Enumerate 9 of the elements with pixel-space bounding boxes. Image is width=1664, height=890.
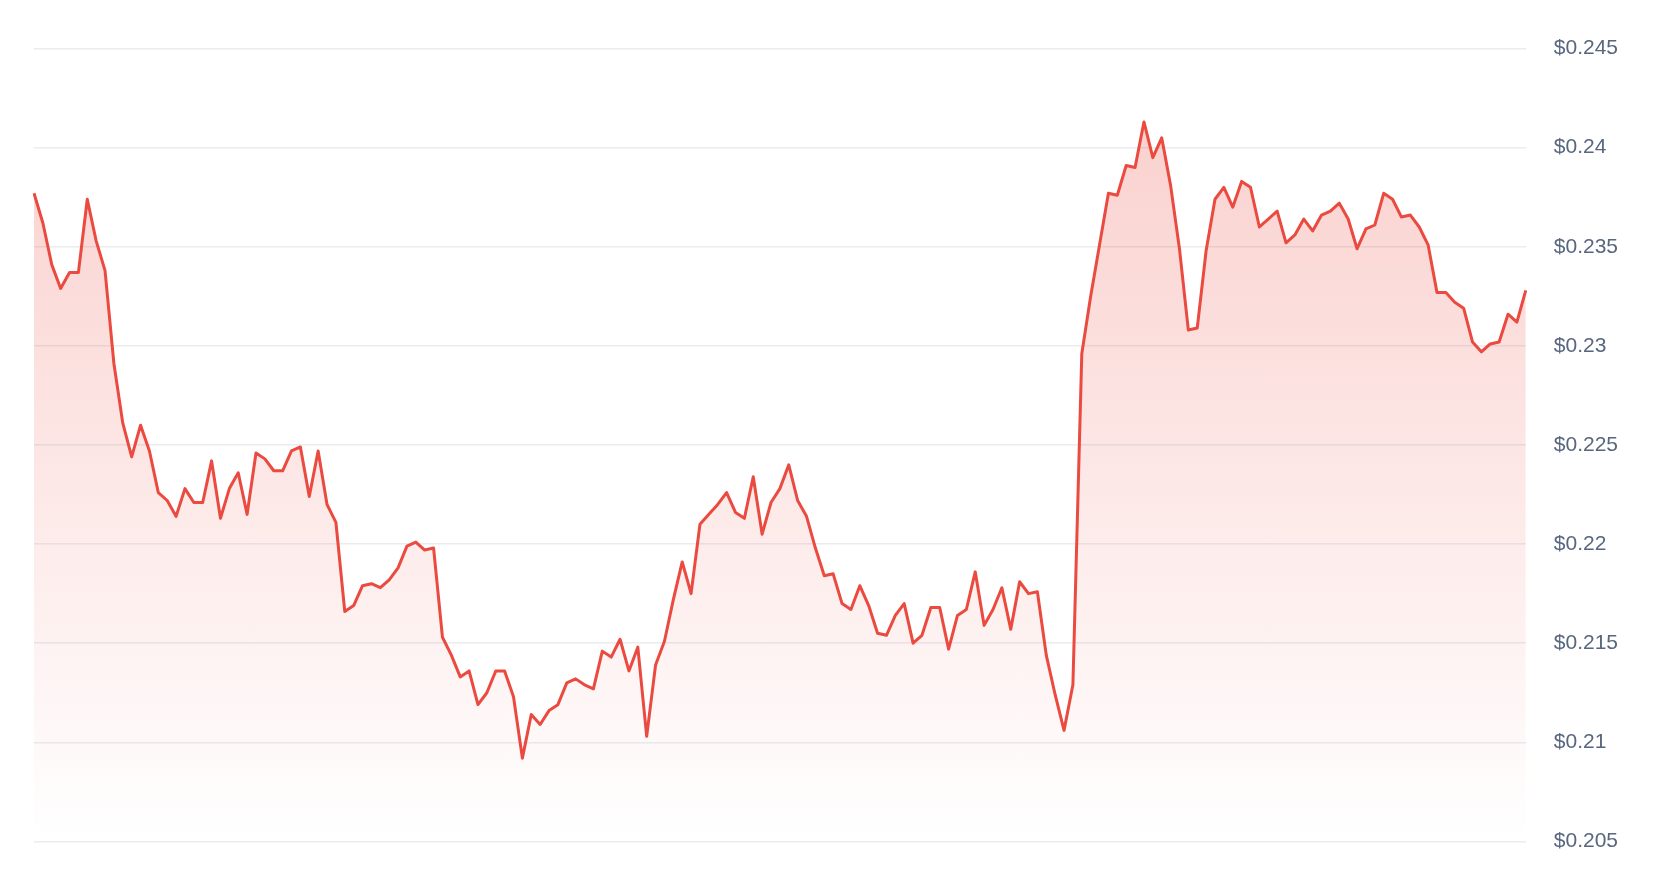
- y-tick-label: $0.225: [1553, 431, 1618, 455]
- y-tick-label: $0.21: [1553, 729, 1607, 753]
- y-tick-label: $0.23: [1553, 332, 1607, 356]
- y-tick-label: $0.245: [1553, 35, 1618, 59]
- y-tick-label: $0.22: [1553, 530, 1607, 554]
- y-tick-label: $0.205: [1553, 828, 1618, 852]
- y-tick-label: $0.235: [1553, 233, 1618, 257]
- y-tick-label: $0.24: [1553, 134, 1607, 158]
- y-tick-label: $0.215: [1553, 630, 1618, 653]
